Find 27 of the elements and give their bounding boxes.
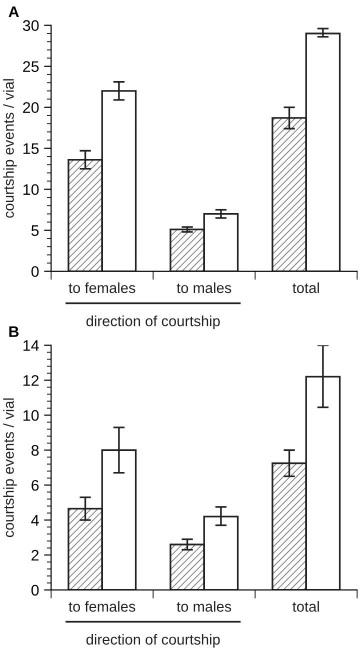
y-tick-label: 6 [32, 480, 39, 491]
y-axis-title: courtship events / vial [3, 79, 17, 218]
y-tick-label: 2 [32, 550, 39, 561]
chart-title: A [8, 6, 19, 17]
y-tick-label: 10 [23, 410, 39, 421]
x-axis-title: direction of courtship [86, 634, 220, 648]
y-tick-label: 20 [23, 102, 39, 113]
y-tick-label: 15 [23, 143, 39, 154]
y-axis-title: courtship events / vial [3, 398, 17, 538]
y-tick-label: 0 [31, 266, 39, 277]
y-tick-label: 4 [31, 515, 39, 526]
x-tick-label: to males [176, 282, 232, 294]
x-axis-title: direction of courtship [86, 316, 220, 330]
y-tick-label: 8 [31, 444, 39, 456]
y-tick-label: 12 [23, 375, 39, 386]
y-tick-label: 25 [23, 61, 39, 72]
y-tick-label: 14 [23, 340, 39, 351]
x-tick-label: to females [68, 601, 136, 612]
chart-title: B [9, 326, 19, 337]
y-tick-label: 30 [22, 20, 39, 31]
x-tick-label: to females [68, 282, 136, 294]
x-tick-label: to males [176, 601, 232, 612]
x-tick-label: total [292, 601, 319, 612]
y-tick-label: 5 [31, 225, 39, 236]
y-tick-label: 0 [31, 584, 39, 596]
y-tick-label: 10 [23, 184, 39, 195]
x-tick-label: total [292, 282, 319, 294]
